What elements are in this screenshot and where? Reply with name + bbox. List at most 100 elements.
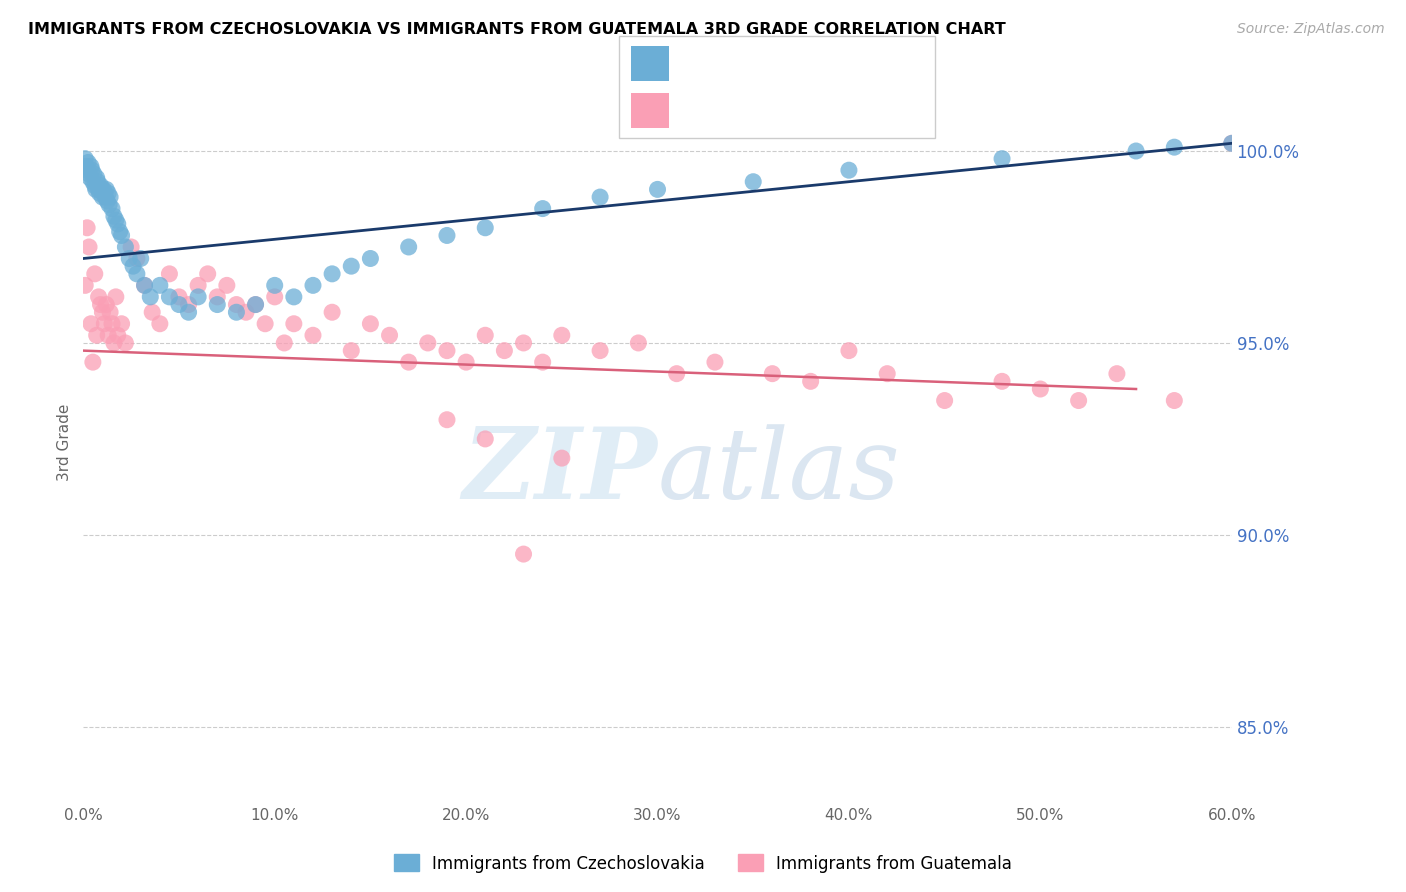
Point (104, 290, 127, 304)
Point (263, 278, 285, 293)
Point (103, 209, 125, 223)
Point (512, 335, 534, 350)
Point (87, 290, 110, 304)
Point (83, 178, 105, 193)
Point (436, 413, 458, 427)
Point (551, 328, 574, 343)
Point (225, 297, 247, 311)
Point (86, 170, 108, 185)
Point (474, 328, 496, 343)
Point (84, 182, 107, 196)
Point (321, 267, 343, 281)
Point (134, 278, 156, 293)
Point (108, 225, 131, 239)
Point (97, 328, 120, 343)
Point (167, 290, 190, 304)
Point (207, 297, 229, 311)
Point (93, 186, 115, 201)
Point (97, 186, 120, 201)
Point (245, 297, 267, 311)
Point (103, 335, 125, 350)
Point (110, 317, 132, 331)
Text: IMMIGRANTS FROM CZECHOSLOVAKIA VS IMMIGRANTS FROM GUATEMALA 3RD GRADE CORRELATIO: IMMIGRANTS FROM CZECHOSLOVAKIA VS IMMIGR… (28, 22, 1005, 37)
Point (207, 290, 229, 304)
Point (110, 228, 132, 243)
Point (90, 182, 112, 196)
Y-axis label: 3rd Grade: 3rd Grade (58, 404, 72, 482)
Point (263, 290, 285, 304)
Point (80, 159, 103, 173)
Point (215, 278, 238, 293)
Point (167, 297, 190, 311)
Point (125, 252, 148, 266)
Point (703, 355, 725, 369)
Point (1067, 393, 1090, 408)
Point (83, 267, 105, 281)
Legend: Immigrants from Czechoslovakia, Immigrants from Guatemala: Immigrants from Czechoslovakia, Immigran… (387, 847, 1019, 880)
Point (141, 305, 163, 319)
Point (302, 328, 325, 343)
Point (94, 190, 117, 204)
Point (876, 367, 898, 381)
Point (187, 278, 209, 293)
Point (159, 267, 181, 281)
Point (101, 317, 124, 331)
Point (474, 220, 496, 235)
Point (321, 305, 343, 319)
Point (96, 182, 118, 196)
Point (197, 267, 219, 281)
Point (991, 375, 1014, 389)
Point (340, 259, 363, 273)
Point (80, 163, 103, 178)
Text: Source: ZipAtlas.com: Source: ZipAtlas.com (1237, 22, 1385, 37)
FancyBboxPatch shape (631, 93, 669, 128)
Point (1220, 136, 1243, 151)
Point (245, 297, 267, 311)
Point (177, 305, 200, 319)
Text: atlas: atlas (658, 424, 900, 519)
Point (104, 213, 127, 227)
Point (800, 375, 823, 389)
Point (75, 152, 97, 166)
Point (87, 182, 110, 196)
Point (273, 335, 295, 350)
Point (98, 305, 121, 319)
Point (436, 343, 458, 358)
Point (647, 182, 669, 196)
Point (838, 343, 860, 358)
Point (107, 217, 129, 231)
Point (187, 290, 209, 304)
Point (96, 194, 118, 208)
Point (934, 393, 956, 408)
Point (1163, 393, 1185, 408)
Point (86, 175, 108, 189)
Point (340, 343, 363, 358)
Point (531, 202, 554, 216)
Point (82, 175, 104, 189)
Point (82, 355, 104, 369)
Point (1125, 144, 1147, 158)
Point (398, 355, 420, 369)
Point (96, 297, 118, 311)
Point (1163, 140, 1185, 154)
Point (79, 170, 101, 185)
Point (98, 198, 121, 212)
Point (742, 175, 765, 189)
Text: ZIP: ZIP (463, 424, 658, 520)
Point (101, 202, 124, 216)
Point (474, 432, 496, 446)
Point (359, 252, 381, 266)
FancyBboxPatch shape (631, 46, 669, 81)
Point (149, 278, 172, 293)
Point (134, 278, 156, 293)
Point (1220, 136, 1243, 151)
Point (89, 178, 111, 193)
Point (122, 259, 145, 273)
Point (91, 190, 114, 204)
Point (129, 252, 152, 266)
Point (86, 328, 108, 343)
Point (80, 317, 103, 331)
Point (302, 278, 325, 293)
Point (98, 190, 121, 204)
Point (77, 167, 100, 181)
